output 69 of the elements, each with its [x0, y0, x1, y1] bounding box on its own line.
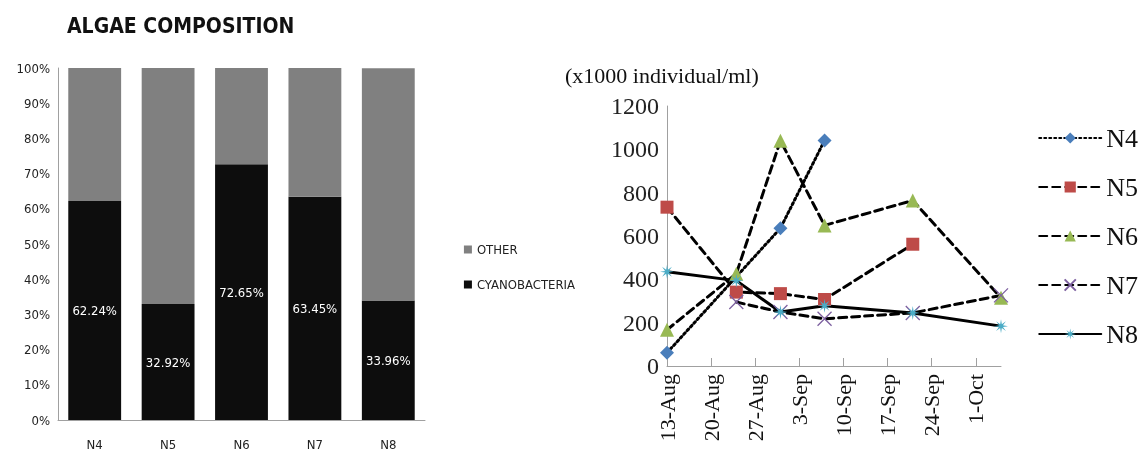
- y-tick-label: 90%: [24, 95, 50, 111]
- bar: [215, 68, 268, 165]
- y-tick-label: 60%: [24, 201, 50, 217]
- legend-label: OTHER: [476, 242, 518, 257]
- data-label: 32.92%: [145, 354, 191, 370]
- bar: [141, 68, 195, 305]
- point: [905, 193, 920, 208]
- x-tick-label: N8: [380, 437, 397, 452]
- bar: [68, 200, 122, 420]
- legend-label: N5: [1106, 172, 1138, 202]
- point: [729, 273, 744, 288]
- point: [729, 285, 743, 299]
- y-tick-label: 1200: [611, 93, 659, 119]
- y-tick-label: 0%: [31, 412, 50, 428]
- y-tick-label: 40%: [24, 271, 50, 287]
- x-tick-label: 3-Sep: [786, 374, 812, 426]
- y-tick-label: 20%: [24, 342, 50, 358]
- bar: [141, 304, 195, 420]
- y-tick-label: 80%: [24, 130, 50, 146]
- y-tick-label: 200: [623, 309, 659, 336]
- chart-title: ALGAE COMPOSITION: [67, 13, 295, 38]
- y-tick-label: 400: [623, 266, 659, 293]
- bar: [361, 68, 415, 301]
- point: [816, 311, 833, 327]
- x-tick-label: N7: [306, 437, 323, 452]
- data-label: 33.96%: [366, 352, 411, 368]
- point: [817, 218, 832, 233]
- x-tick-label: N4: [86, 437, 103, 452]
- data-label: 72.65%: [219, 284, 264, 300]
- y-tick-label: 70%: [24, 166, 50, 182]
- point: [773, 287, 787, 301]
- point: [906, 237, 920, 251]
- legend-label: N7: [1106, 270, 1138, 300]
- point: [660, 345, 674, 360]
- x-tick-label: 17-Sep: [875, 374, 901, 437]
- point: [817, 298, 832, 313]
- bar: [361, 300, 415, 420]
- y-axis-title: (x1000 individual/ml): [565, 62, 759, 88]
- y-tick-label: 800: [623, 179, 659, 206]
- y-tick-label: 1000: [611, 136, 659, 163]
- x-tick-label: 24-Sep: [919, 374, 945, 437]
- data-label: 62.24%: [72, 302, 117, 318]
- y-tick-label: 10%: [24, 377, 50, 393]
- x-tick-label: 27-Aug: [742, 374, 768, 442]
- point: [773, 221, 788, 236]
- y-tick-label: 30%: [24, 306, 50, 322]
- x-tick-label: 10-Sep: [830, 374, 856, 437]
- bar: [288, 196, 342, 420]
- x-tick-label: 1-Oct: [963, 374, 989, 425]
- bar: [288, 68, 342, 197]
- legend-label: CYANOBACTERIA: [476, 277, 576, 292]
- x-tick-label: N5: [160, 437, 177, 452]
- y-tick-label: 50%: [24, 236, 50, 252]
- point: [994, 319, 1008, 334]
- point: [660, 200, 674, 214]
- point: [773, 133, 788, 148]
- bar: [68, 68, 122, 201]
- x-tick-label: 20-Aug: [698, 374, 724, 442]
- y-tick-label: 600: [623, 223, 659, 249]
- x-tick-label: N6: [233, 437, 250, 452]
- legend-label: N8: [1106, 319, 1138, 349]
- legend-label: N6: [1106, 221, 1138, 251]
- point: [817, 133, 832, 148]
- point: [660, 322, 674, 337]
- legend-label: N4: [1106, 123, 1138, 153]
- bar: [215, 164, 268, 420]
- data-label: 63.45%: [292, 300, 338, 316]
- point: [728, 294, 744, 310]
- y-tick-label: 100%: [16, 60, 50, 76]
